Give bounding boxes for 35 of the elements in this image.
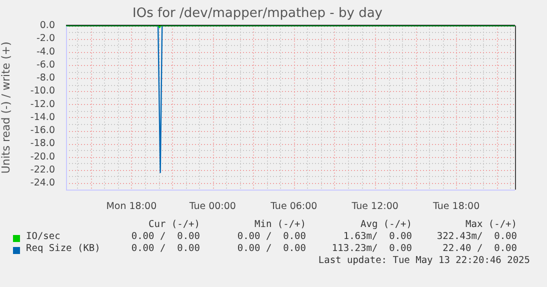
x-tick-label: Tue 00:00 xyxy=(188,200,236,212)
x-tick-label: Tue 12:00 xyxy=(350,200,398,212)
text: 0.00 / 0.00 xyxy=(237,243,306,254)
legend-label: Req Size (KB) xyxy=(26,243,100,254)
y-tick-label: -8.0 xyxy=(36,72,55,84)
text: Avg (-/+) xyxy=(360,219,412,230)
y-tick-label: -14.0 xyxy=(30,112,55,123)
y-tick-label: -18.0 xyxy=(30,138,55,150)
text: Cur (-/+) xyxy=(148,219,200,230)
y-tick-label: 0.0 xyxy=(40,20,55,32)
text: Last update: Tue May 13 22:20:46 2025 xyxy=(318,255,530,266)
text: 0.00 / 0.00 xyxy=(131,231,200,242)
y-tick-label: -20.0 xyxy=(30,151,55,162)
text: Min (-/+) xyxy=(254,219,306,230)
text: 0.00 / 0.00 xyxy=(131,243,200,254)
y-tick-label: -2.0 xyxy=(36,33,55,44)
text: 22.40 / 0.00 xyxy=(442,243,517,254)
y-tick-label: -16.0 xyxy=(30,125,55,136)
text: 322.43m/ 0.00 xyxy=(436,231,517,242)
x-tick-label: Tue 18:00 xyxy=(432,200,480,212)
y-tick-label: -4.0 xyxy=(36,46,55,58)
text: Max (-/+) xyxy=(466,219,517,230)
y-tick-label: -24.0 xyxy=(30,178,55,189)
y-tick-label: -22.0 xyxy=(30,164,55,176)
y-tick-label: -6.0 xyxy=(36,59,55,70)
text: 113.23m/ 0.00 xyxy=(332,243,412,254)
legend-label: IO/sec xyxy=(26,231,60,242)
x-tick-label: Mon 18:00 xyxy=(106,200,157,212)
y-axis-title: Units read (-) / write (+) xyxy=(0,42,12,174)
y-tick-label: -10.0 xyxy=(30,86,55,97)
text: 1.63m/ 0.00 xyxy=(343,231,412,242)
text: 0.00 / 0.00 xyxy=(237,231,306,242)
y-tick-label: -12.0 xyxy=(30,98,55,110)
chart-title: IOs for /dev/mapper/mpathep - by day xyxy=(132,6,383,22)
x-tick-label: Tue 06:00 xyxy=(270,200,318,212)
